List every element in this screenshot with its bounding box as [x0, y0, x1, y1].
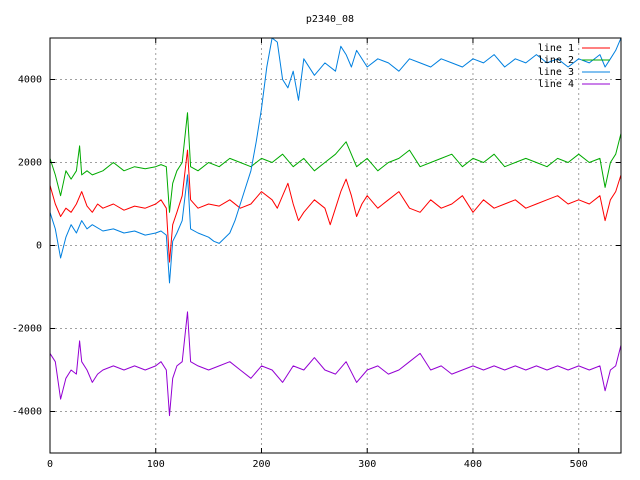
- axes: 0 100 200 300 400 500 -4000 -2000 0 2000 4000: [12, 38, 621, 470]
- x-tick-label: 200: [252, 459, 270, 470]
- series-line-1: [50, 149, 621, 263]
- y-tick-label: -4000: [12, 407, 42, 418]
- x-tick-label: 500: [570, 459, 588, 470]
- chart-title: p2340_08: [306, 14, 354, 25]
- y-tick-label: 0: [36, 241, 42, 252]
- y-tick-label: 2000: [18, 158, 42, 169]
- x-tick-label: 400: [464, 459, 482, 470]
- legend-label: line 4: [538, 79, 574, 90]
- series-line-4: [50, 311, 621, 417]
- legend-label: line 1: [538, 43, 574, 54]
- y-tick-label: -2000: [12, 324, 42, 335]
- series-line-2: [50, 112, 621, 213]
- series-line-3: [50, 38, 621, 284]
- x-tick-label: 300: [358, 459, 376, 470]
- legend-label: line 2: [538, 55, 574, 66]
- grid-lines: [50, 38, 621, 453]
- x-tick-label: 0: [47, 459, 53, 470]
- y-tick-label: 4000: [18, 75, 42, 86]
- x-tick-label: 100: [147, 459, 165, 470]
- series-layer: [50, 38, 621, 417]
- legend-label: line 3: [538, 67, 574, 78]
